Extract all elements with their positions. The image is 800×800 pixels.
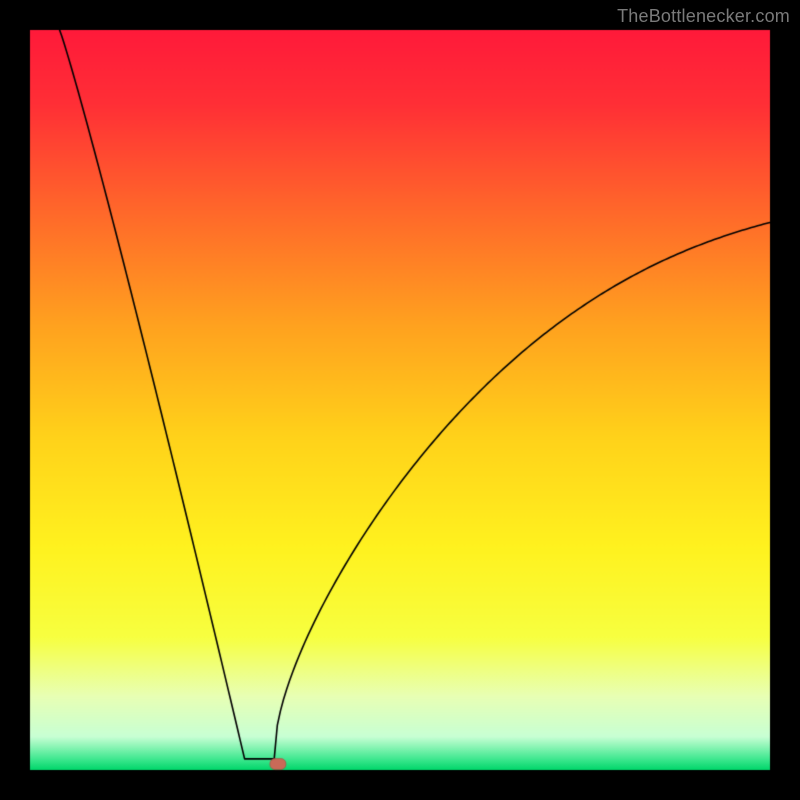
chart-stage: TheBottlenecker.com (0, 0, 800, 800)
bottleneck-chart-canvas (0, 0, 800, 800)
watermark-label: TheBottlenecker.com (617, 6, 790, 27)
